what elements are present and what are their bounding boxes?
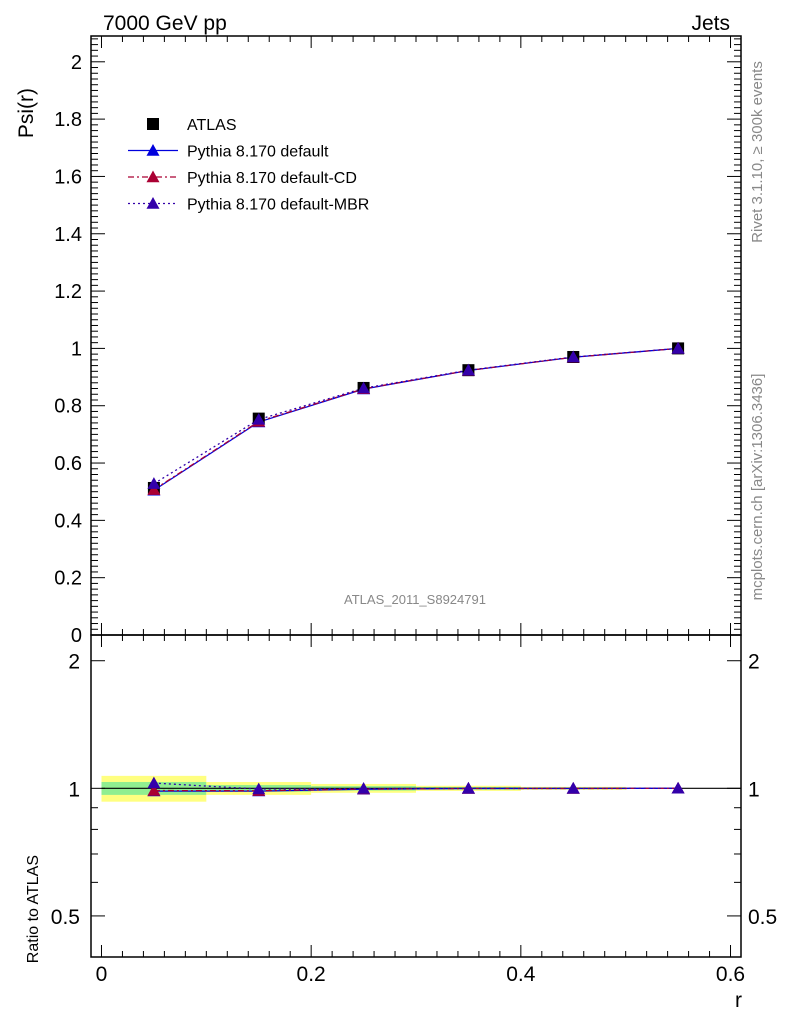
legend-label: Pythia 8.170 default-MBR [187,197,369,214]
mc-data-point [671,341,685,354]
legend: ATLAS Pythia 8.170 default Pythia 8.170 de… [128,117,369,214]
legend-marker-triangle [146,197,160,209]
ratio-data-point [461,781,475,794]
category-label: Jets [691,12,730,35]
main-y-axis-title: Psi(r) [15,88,38,138]
mc-data-point [357,381,371,394]
x-tick-label: 0 [96,963,108,986]
ratio-y-axis-title: Ratio to ATLAS [25,855,42,963]
main-y-tick-label: 1.2 [54,281,82,303]
legend-marker-atlas [147,118,159,130]
main-series-line [153,347,679,485]
mc-data-point [461,363,475,376]
ratio-series-group [147,776,685,797]
legend-label: Pythia 8.170 default [187,144,329,161]
ratio-y-tick-label-right: 2 [748,651,760,674]
ratio-data-point [147,776,161,789]
main-y-tick-label: 1 [71,338,82,360]
ratio-data-point [252,782,266,795]
x-axis-title: r [735,989,742,1012]
main-y-tick-label: 0.8 [54,396,82,418]
main-y-tick-label: 0.2 [54,568,82,590]
main-series-line [153,347,679,491]
ratio-y-tick-label: 0.5 [51,906,80,929]
legend-marker-triangle [146,170,160,183]
main-y-tick-label: 2 [71,52,82,74]
mcplots-credit-text: mcplots.cern.ch [arXiv:1306.3436] [749,374,766,601]
energy-label: 7000 GeV pp [103,12,227,35]
ratio-data-point [357,782,371,794]
x-tick-label: 0.4 [506,963,536,986]
ratio-y-tick-label: 1 [68,778,80,801]
ratio-y-tick-label-right: 0.5 [748,906,777,929]
ratio-series-line [153,787,679,792]
main-y-tick-label: 1.6 [54,166,82,188]
ratio-data-point [147,784,161,796]
main-y-tick-label: 1.8 [54,109,82,131]
mc-data-point [147,477,161,489]
mc-data-point [252,412,266,425]
x-tick-label: 0.2 [297,963,326,986]
mc-data-point [566,350,580,363]
main-y-tick-label: 0.4 [54,510,82,532]
legend-label: Pythia 8.170 default-CD [187,170,357,187]
analysis-watermark: ATLAS_2011_S8924791 [344,592,486,607]
legend-marker-triangle [146,144,160,156]
axes-group: 0 0.2 0.4 0.6 0 0.2 0.4 0.6 0.8 1 1.2 1.4 1.6 1.8 2 0.5… [51,35,777,986]
ratio-y-tick-label: 2 [68,651,80,674]
ratio-data-point [566,781,580,794]
main-y-tick-label: 0.6 [54,453,82,475]
ratio-y-tick-label-right: 1 [748,778,760,801]
x-tick-label: 0.6 [716,963,745,986]
rivet-version-text: Rivet 3.1.10, ≥ 300k events [749,61,766,243]
main-series-group [147,341,685,496]
main-y-tick-label: 1.4 [54,224,82,246]
ratio-data-point [671,781,685,794]
mc-data-point [147,483,161,495]
legend-label: ATLAS [187,117,237,134]
main-y-tick-label: 0 [71,625,82,647]
main-series-line [153,347,679,491]
